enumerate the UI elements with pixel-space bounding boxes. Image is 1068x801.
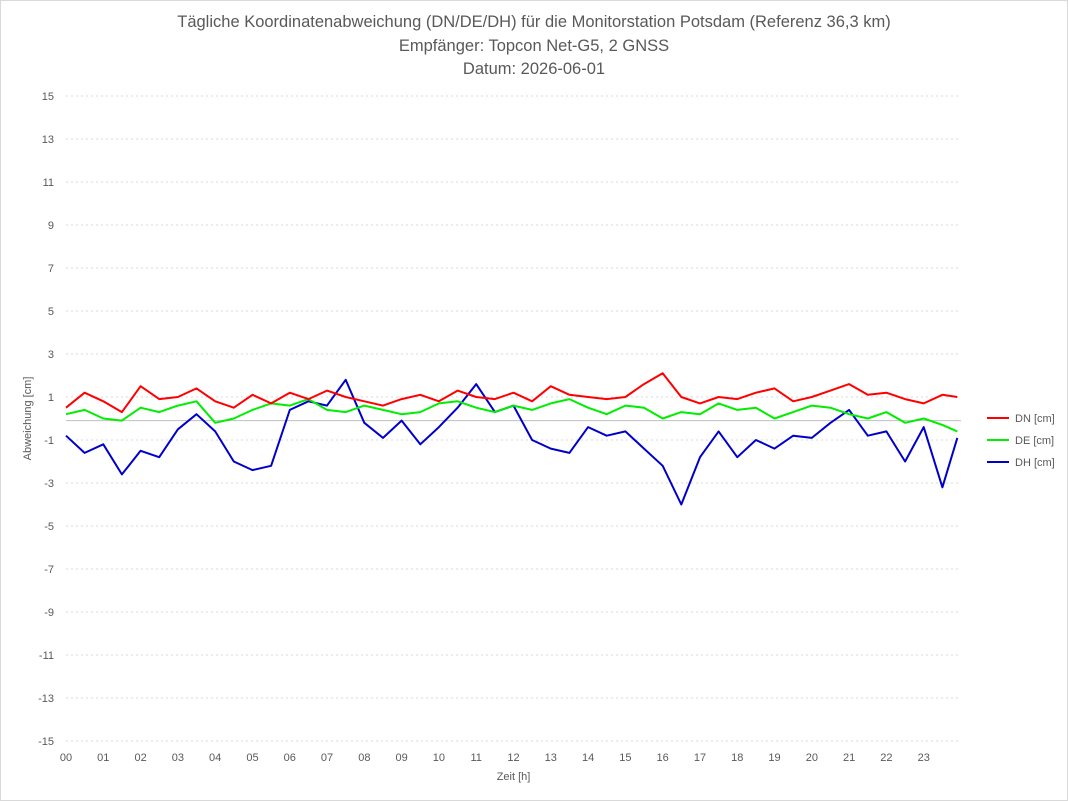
x-tick-label: 15 xyxy=(619,752,631,764)
legend-label: DH [cm] xyxy=(1015,457,1055,469)
x-tick-label: 21 xyxy=(843,752,855,764)
x-tick-label: 20 xyxy=(806,752,818,764)
y-tick-label: -11 xyxy=(39,650,54,662)
y-tick-label: -13 xyxy=(38,693,54,705)
x-tick-label: 06 xyxy=(284,752,296,764)
x-tick-label: 17 xyxy=(694,752,706,764)
x-tick-label: 19 xyxy=(768,752,780,764)
series-line xyxy=(65,378,959,506)
y-axis-title: Abweichung [cm] xyxy=(22,377,34,461)
x-tick-label: 03 xyxy=(172,752,184,764)
grid-lines xyxy=(66,95,961,742)
x-tick-label: 10 xyxy=(433,752,445,764)
y-tick-label: -7 xyxy=(44,564,54,576)
chart-title: Tägliche Koordinatenabweichung (DN/DE/DH… xyxy=(177,13,891,31)
y-tick-label: 3 xyxy=(48,349,54,361)
y-axis-ticks: 15 13 11 9 7 5 3 1 -1 -3 -5 -7 -9 -11 -13 -15 xyxy=(38,91,54,748)
y-tick-label: -9 xyxy=(44,607,54,619)
x-tick-label: 02 xyxy=(134,752,146,764)
x-tick-label: 14 xyxy=(582,752,594,764)
series-line xyxy=(65,398,958,433)
x-axis-ticks: 00 01 02 03 04 05 06 07 08 09 10 11 12 13 14 15 16 17 18 19… xyxy=(60,752,930,764)
y-tick-label: -5 xyxy=(44,521,54,533)
chart-subtitle: Empfänger: Topcon Net-G5, 2 GNSS xyxy=(398,37,670,55)
series-lines xyxy=(65,372,959,506)
x-tick-label: 04 xyxy=(209,752,221,764)
legend: DN [cm] DE [cm] DH [cm] xyxy=(987,413,1055,469)
y-tick-label: -1 xyxy=(44,435,54,447)
y-tick-label: -15 xyxy=(38,736,54,748)
y-tick-label: -3 xyxy=(44,478,54,490)
legend-label: DE [cm] xyxy=(1015,435,1054,447)
y-tick-label: 11 xyxy=(43,177,54,189)
x-tick-label: 16 xyxy=(657,752,669,764)
x-tick-label: 18 xyxy=(731,752,743,764)
legend-label: DN [cm] xyxy=(1015,413,1055,425)
y-tick-label: 13 xyxy=(42,134,54,146)
x-tick-label: 01 xyxy=(97,752,109,764)
y-tick-label: 9 xyxy=(48,220,54,232)
y-tick-label: 15 xyxy=(42,91,54,103)
x-tick-label: 08 xyxy=(358,752,370,764)
x-tick-label: 23 xyxy=(918,752,930,764)
x-tick-label: 22 xyxy=(880,752,892,764)
y-tick-label: 7 xyxy=(48,263,54,275)
y-tick-label: 1 xyxy=(48,392,54,404)
x-tick-label: 12 xyxy=(507,752,519,764)
x-tick-label: 09 xyxy=(396,752,408,764)
x-tick-label: 13 xyxy=(545,752,557,764)
x-tick-label: 00 xyxy=(60,752,72,764)
y-tick-label: 5 xyxy=(48,306,54,318)
x-axis-title: Zeit [h] xyxy=(497,771,531,783)
x-tick-label: 05 xyxy=(246,752,258,764)
x-tick-label: 11 xyxy=(470,752,481,764)
chart-date: Datum: 2026-06-01 xyxy=(462,60,606,78)
series-line xyxy=(65,372,958,414)
x-tick-label: 07 xyxy=(321,752,333,764)
